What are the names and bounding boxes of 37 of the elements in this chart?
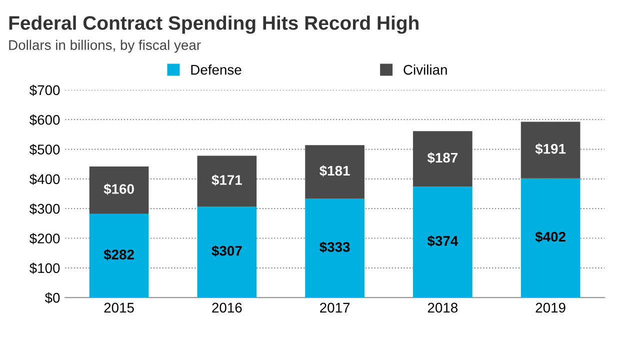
bar [305, 145, 364, 199]
x-tick-label: 2016 [212, 302, 242, 313]
data-label: $191 [535, 143, 566, 155]
x-tick-label: 2018 [428, 302, 458, 313]
bar [305, 198, 364, 298]
y-tick-label: $500 [29, 144, 60, 156]
data-label: $171 [212, 174, 242, 186]
data-label: $187 [427, 152, 458, 164]
bar [197, 156, 257, 207]
bar [413, 186, 472, 298]
data-label: $402 [535, 231, 566, 243]
bar [520, 178, 580, 298]
bar [89, 166, 149, 214]
bar [520, 122, 580, 178]
y-tick-label: $200 [29, 232, 60, 244]
bar [197, 206, 257, 298]
legend-label: Civilian [404, 64, 447, 75]
data-label: $333 [320, 241, 350, 253]
y-tick-label: $0 [44, 292, 60, 304]
x-tick-label: 2017 [320, 302, 350, 313]
x-tick-label: 2019 [536, 302, 566, 313]
data-label: $181 [320, 165, 350, 177]
y-tick-label: $700 [29, 84, 60, 96]
data-label: $160 [104, 183, 134, 195]
x-tick-label: 2015 [104, 302, 134, 313]
bar [89, 214, 149, 298]
y-tick-label: $100 [29, 262, 60, 274]
data-label: $307 [212, 245, 242, 257]
bar [413, 131, 472, 187]
y-tick-label: $300 [29, 203, 60, 215]
data-label: $374 [427, 235, 458, 247]
y-tick-label: $600 [29, 114, 60, 126]
data-label: $282 [104, 249, 134, 260]
chart-subtitle: Dollars in billions, by fiscal year [9, 40, 201, 53]
chart-title: Federal Contract Spending Hits Record High [9, 16, 418, 34]
y-tick-label: $400 [29, 174, 60, 185]
legend-label: Defense [191, 64, 242, 75]
